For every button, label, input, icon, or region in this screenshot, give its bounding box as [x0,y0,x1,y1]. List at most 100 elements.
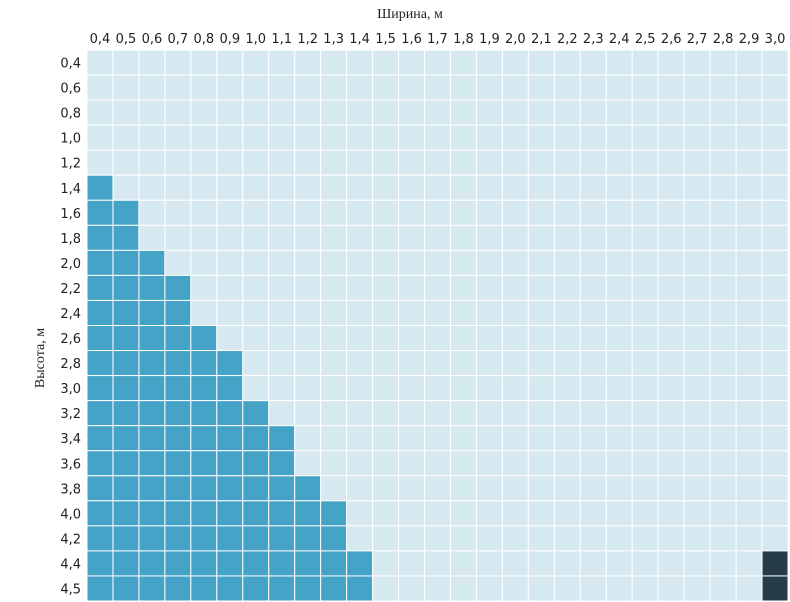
heatmap-cell-empty [527,500,555,527]
heatmap-cell-empty [190,299,218,327]
heatmap-cell-empty [449,425,477,452]
heatmap-cell-filled [190,500,218,527]
heatmap-cell-empty [372,575,400,602]
x-tick-label: 2,2 [557,32,578,47]
heatmap-cell-empty [268,299,296,327]
heatmap-cell-empty [761,525,789,552]
heatmap-cell-empty [346,249,374,276]
heatmap-cell-empty [553,500,581,527]
heatmap-cell-empty [605,375,633,402]
heatmap-cell-empty [761,500,789,527]
heatmap-cell-empty [242,299,270,327]
heatmap-cell-empty [346,500,374,527]
heatmap-cell-filled [112,249,140,276]
heatmap-cell-empty [501,475,529,502]
heatmap-cell-filled [268,500,296,527]
heatmap-cell-filled [138,550,166,577]
heatmap-cell-empty [683,425,711,452]
heatmap-cell-empty [735,249,763,276]
heatmap-cell-empty [527,99,555,126]
heatmap-cell-empty [631,350,659,377]
heatmap-cell-empty [475,249,503,276]
heatmap-cell-empty [294,450,322,477]
heatmap-cell-empty [631,450,659,477]
heatmap-cell-filled [112,425,140,452]
heatmap-cell-filled [112,525,140,552]
heatmap-cell-filled [242,500,270,527]
heatmap-cell-empty [294,99,322,126]
heatmap-cell-filled [242,425,270,452]
heatmap-cell-empty [294,199,322,226]
heatmap-cell-empty [449,174,477,201]
heatmap-cell-empty [372,99,400,126]
heatmap-cell-empty [735,375,763,402]
heatmap-cell-empty [527,174,555,201]
heatmap-cell-empty [372,174,400,201]
heatmap-cell-filled [268,550,296,577]
y-tick-label: 3,4 [60,432,81,447]
heatmap-cell-empty [579,224,607,251]
heatmap-cell-empty [449,375,477,402]
heatmap-cell-empty [398,425,426,452]
heatmap-cell-filled [86,375,114,402]
y-axis-title: Высота, м [33,328,48,388]
heatmap-cell-empty [372,425,400,452]
heatmap-cell-empty [553,249,581,276]
heatmap-cell-empty [579,249,607,276]
heatmap-cell-empty [398,325,426,352]
heatmap-cell-empty [449,350,477,377]
heatmap-cell-empty [553,450,581,477]
heatmap-cell-empty [501,325,529,352]
heatmap-cell-empty [294,249,322,276]
heatmap-cell-empty [242,249,270,276]
heatmap-cell-empty [709,74,737,101]
heatmap-cell-empty [579,325,607,352]
heatmap-cell-empty [424,475,451,502]
heatmap-cell-empty [398,375,426,402]
heatmap-cell-empty [346,350,374,377]
heatmap-cell-filled [190,525,218,552]
heatmap-cell-empty [398,350,426,377]
heatmap-cell-empty [527,525,555,552]
heatmap-cell-empty [475,325,503,352]
heatmap-cell-empty [294,325,322,352]
heatmap-cell-empty [761,299,789,327]
heatmap-cell-empty [242,375,270,402]
heatmap-cell-empty [709,249,737,276]
heatmap-cell-empty [294,299,322,327]
heatmap-cell-empty [398,99,426,126]
heatmap-cell-empty [424,450,451,477]
heatmap-cell-filled [346,575,374,602]
heatmap-cell-empty [112,149,140,176]
heatmap-cell-empty [86,74,114,101]
heatmap-cell-empty [320,425,348,452]
heatmap-cell-empty [86,99,114,126]
heatmap-cell-empty [527,425,555,452]
heatmap-cell-empty [683,99,711,126]
heatmap-cell-empty [631,575,659,602]
heatmap-cell-empty [216,325,244,352]
heatmap-cell-filled [112,274,140,301]
heatmap-cell-empty [372,149,400,176]
y-tick-label: 2,0 [60,257,81,272]
x-axis-title: Ширина, м [377,7,443,22]
heatmap-cell-empty [657,450,685,477]
heatmap-cell-empty [475,375,503,402]
y-tick-label: 3,6 [60,457,81,472]
y-tick-label: 1,6 [60,207,81,222]
heatmap-cell-empty [579,199,607,226]
heatmap-cell-empty [657,249,685,276]
heatmap-cell-empty [501,224,529,251]
heatmap-cell-empty [501,74,529,101]
heatmap-cell-empty [216,99,244,126]
heatmap-cell-empty [242,224,270,251]
heatmap-cell-empty [631,325,659,352]
heatmap-cell-empty [424,99,451,126]
heatmap-cell-empty [268,350,296,377]
heatmap-cell-filled [138,400,166,427]
heatmap-cell-empty [268,199,296,226]
heatmap-cell-empty [216,149,244,176]
heatmap-cell-empty [320,450,348,477]
heatmap-cell-empty [242,350,270,377]
heatmap-cell-empty [475,500,503,527]
